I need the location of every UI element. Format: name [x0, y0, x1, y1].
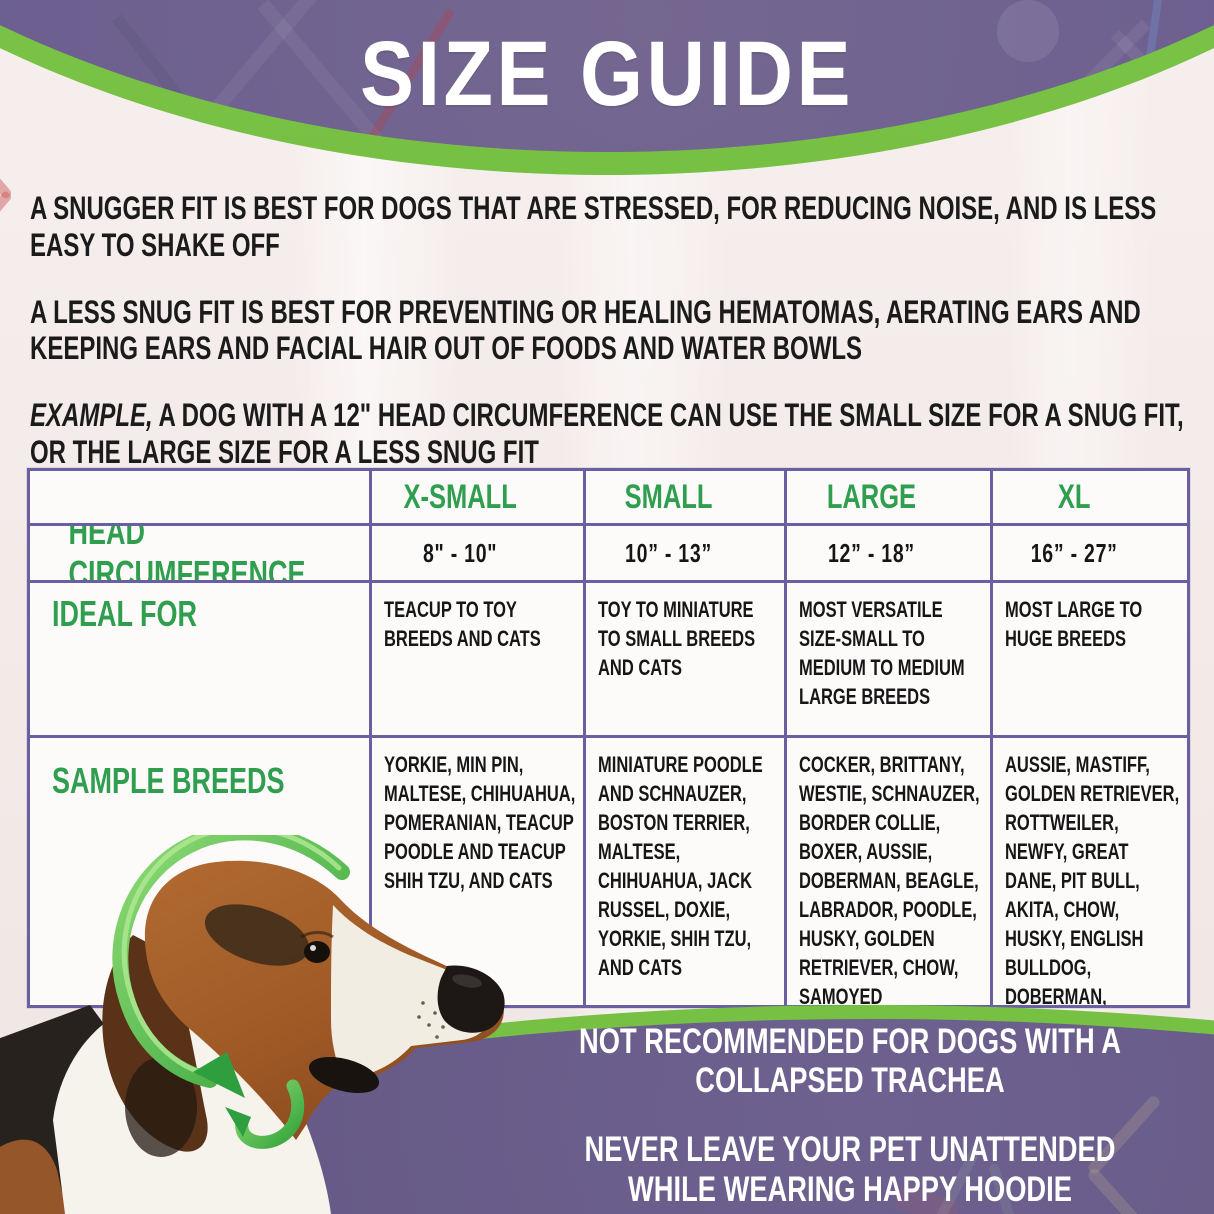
intro-paragraph-example: EXAMPLE, A DOG WITH A 12" HEAD CIRCUMFER… — [30, 397, 1190, 471]
measuring-band-highlight — [121, 835, 342, 1078]
band-arrowhead-down — [193, 1052, 245, 1098]
table-corner-cell — [30, 471, 372, 526]
cell-ideal-xsmall: TEACUP TO TOY BREEDS AND CATS — [372, 583, 586, 738]
footer-warnings: NOT RECOMMENDED FOR DOGS WITH A COLLAPSE… — [480, 1022, 1214, 1209]
warning-trachea: NOT RECOMMENDED FOR DOGS WITH A COLLAPSE… — [579, 1022, 1121, 1101]
dog-blaze — [331, 905, 493, 1078]
col-header-label: XL — [1057, 477, 1091, 516]
dog-brow-line — [300, 931, 334, 939]
size-table: X-SMALL SMALL LARGE XL HEAD CIRCUMFERENC… — [27, 468, 1190, 1008]
dog-nose — [437, 965, 505, 1033]
example-label: EXAMPLE, — [30, 397, 153, 434]
band-hook — [235, 1079, 305, 1149]
intro-paragraph-snug: A SNUGGER FIT IS BEST FOR DOGS THAT ARE … — [30, 190, 1157, 263]
row-label-head-circumference: HEAD CIRCUMFERENCE — [30, 526, 372, 583]
cell-ideal-small: TOY TO MINIATURE TO SMALL BREEDS AND CAT… — [586, 583, 787, 738]
col-header-label: X-SMALL — [403, 477, 517, 516]
cell-circumference-large: 12” - 18” — [787, 526, 993, 583]
col-header-label: LARGE — [826, 477, 917, 516]
cell-breeds-small: MINIATURE POODLE AND SCHNAUZER, BOSTON T… — [586, 738, 787, 1008]
cell-circumference-small: 10” - 13” — [586, 526, 787, 583]
page-title: SIZE GUIDE — [359, 23, 855, 125]
example-text: A DOG WITH A 12" HEAD CIRCUMFERENCE CAN … — [30, 397, 1184, 470]
intro-paragraph-less-snug: A LESS SNUG FIT IS BEST FOR PREVENTING O… — [30, 293, 1141, 367]
row-label-ideal-for: IDEAL FOR — [30, 583, 372, 738]
dog-shoulder — [0, 1139, 67, 1214]
cell-circumference-xl: 16” - 27” — [993, 526, 1190, 583]
col-header-xl: XL — [993, 471, 1190, 526]
dog-photo — [0, 835, 505, 1214]
dog-eye — [304, 941, 330, 963]
dog-nose-highlight — [452, 974, 482, 988]
col-header-xsmall: X-SMALL — [372, 471, 586, 526]
cell-ideal-xl: MOST LARGE TO HUGE BREEDS — [993, 583, 1190, 738]
dog-ear-shadow — [125, 1057, 197, 1157]
warning-unattended: NEVER LEAVE YOUR PET UNATTENDED WHILE WE… — [584, 1130, 1116, 1209]
col-header-label: SMALL — [624, 477, 713, 516]
band-arrowhead-up — [225, 1107, 251, 1137]
cell-circumference-xsmall: 8" - 10" — [372, 526, 586, 583]
intro-copy: A SNUGGER FIT IS BEST FOR DOGS THAT ARE … — [30, 190, 1214, 501]
col-header-large: LARGE — [787, 471, 993, 526]
cell-ideal-large: MOST VERSATILE SIZE-SMALL TO MEDIUM TO M… — [787, 583, 993, 738]
cell-breeds-large: COCKER, BRITTANY, WESTIE, SCHNAUZER, BOR… — [787, 738, 993, 1008]
dog-eye-glint — [310, 945, 316, 951]
cell-breeds-xl: AUSSIE, MASTIFF, GOLDEN RETRIEVER, ROTTW… — [993, 738, 1190, 1008]
dog-forehead-patch — [204, 904, 310, 966]
dog-mouth — [308, 1056, 380, 1094]
col-header-small: SMALL — [586, 471, 787, 526]
